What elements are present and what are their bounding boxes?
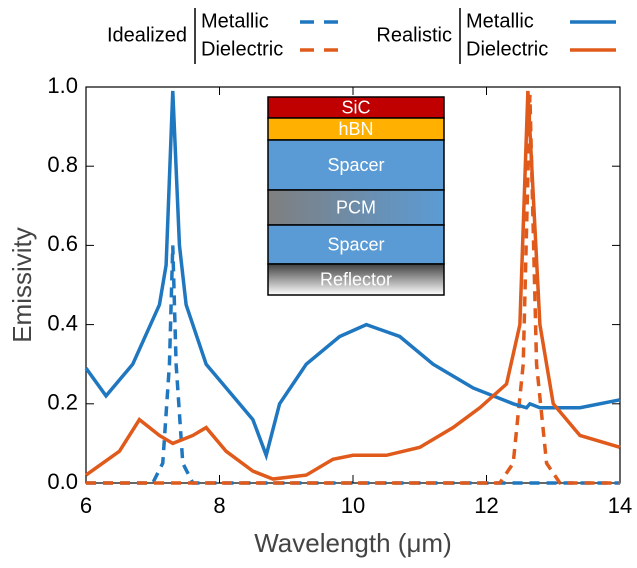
x-tick-label: 8 xyxy=(213,493,225,518)
series-line xyxy=(84,90,621,481)
legend-label: Metallic xyxy=(466,10,534,32)
y-tick-label: 0.4 xyxy=(47,310,78,335)
y-tick-label: 1.0 xyxy=(47,73,78,98)
y-tick-label: 0.6 xyxy=(47,231,78,256)
x-tick-label: 10 xyxy=(341,493,365,518)
legend-label: Metallic xyxy=(201,10,269,32)
series-line xyxy=(84,90,621,462)
legend-label: Dielectric xyxy=(466,38,548,60)
inset-layer-label: Spacer xyxy=(327,155,384,175)
x-tick-label: 12 xyxy=(474,493,498,518)
inset-layer xyxy=(267,224,445,265)
legend-label: Dielectric xyxy=(201,38,283,60)
y-tick-label: 0.2 xyxy=(47,390,78,415)
legend-group-label: Idealized xyxy=(107,24,187,46)
series-line xyxy=(86,94,620,485)
series-line xyxy=(86,245,620,485)
inset-layer-label: Spacer xyxy=(327,234,384,254)
y-axis-label: Emissivity xyxy=(7,227,37,343)
y-tick-label: 0.0 xyxy=(47,469,78,494)
inset-layer-label: Reflector xyxy=(320,269,392,289)
x-tick-label: 14 xyxy=(608,493,632,518)
inset-layer xyxy=(267,263,445,296)
legend-group-label: Realistic xyxy=(376,24,452,46)
y-tick-label: 0.8 xyxy=(47,152,78,177)
x-tick-label: 6 xyxy=(80,493,92,518)
inset-layer-label: hBN xyxy=(338,119,373,139)
x-axis-label: Wavelength (μm) xyxy=(254,528,452,558)
inset-layer-label: PCM xyxy=(336,197,376,217)
inset-layer-label: SiC xyxy=(341,97,370,117)
